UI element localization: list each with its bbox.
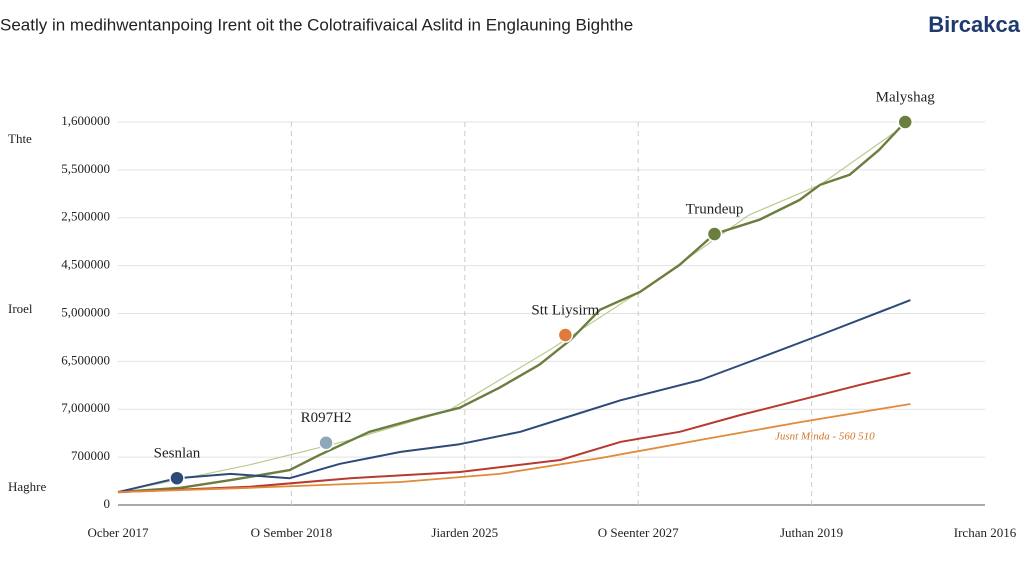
- marker: [706, 226, 723, 242]
- x-tick-label: O Seenter 2027: [598, 525, 679, 540]
- annotation: Jusnt Minda - 560 510: [775, 431, 875, 443]
- y-tick-label: 7,000000: [61, 400, 110, 415]
- marker-label: Stt Liysirm: [531, 302, 599, 318]
- series-line: [117, 371, 911, 494]
- x-tick-label: Jiarden 2025: [431, 525, 498, 540]
- y-tick-label: 0: [104, 496, 111, 511]
- marker-label: Trundeup: [686, 201, 744, 217]
- y-tick-label: 4,500000: [61, 257, 110, 272]
- marker-label: Malyshag: [876, 89, 936, 105]
- y-axis-label: Iroel: [8, 301, 33, 316]
- y-axis-label: Thte: [8, 131, 32, 146]
- series-line: [117, 299, 911, 494]
- marker: [318, 435, 334, 451]
- y-tick-label: 6,500000: [61, 352, 110, 367]
- y-tick-label: 2,500000: [61, 209, 110, 224]
- brand-logo: Bircakca: [928, 12, 1021, 37]
- marker: [169, 470, 185, 486]
- series-line: [117, 403, 911, 493]
- x-tick-label: Ocber 2017: [87, 525, 149, 540]
- x-tick-label: Juthan 2019: [780, 525, 843, 540]
- marker-label: R097H2: [301, 410, 352, 426]
- x-tick-label: O Sember 2018: [251, 525, 333, 540]
- y-tick-label: 700000: [71, 448, 110, 463]
- marker: [897, 114, 913, 130]
- x-tick-label: Irchan 2016: [954, 525, 1017, 540]
- chart-title: Seatly in medihwentanpoing Irent oit the…: [0, 15, 633, 34]
- y-tick-label: 5,500000: [61, 161, 110, 176]
- y-tick-label: 5,000000: [61, 304, 110, 319]
- series-line: [117, 124, 906, 493]
- marker-label: Sesnlan: [154, 446, 201, 462]
- y-tick-label: 1,600000: [61, 113, 110, 128]
- y-axis-label: Haghre: [8, 479, 46, 494]
- marker: [557, 327, 574, 343]
